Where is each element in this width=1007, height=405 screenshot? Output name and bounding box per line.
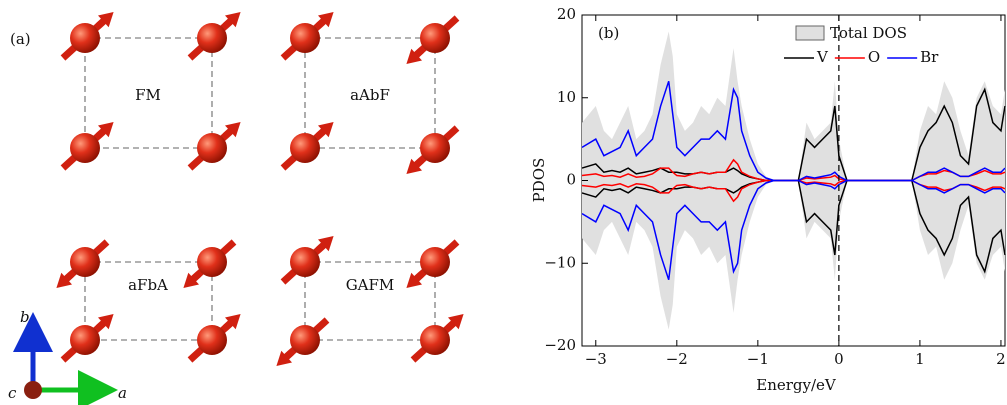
legend-swatch	[795, 25, 825, 41]
legend-label: Total DOS	[830, 24, 907, 42]
spin-site	[187, 122, 241, 171]
spin-site	[60, 12, 114, 61]
dos-line	[581, 179, 1006, 203]
atom	[290, 133, 320, 163]
spin-arrowhead	[225, 314, 241, 330]
x-tick-label: 0	[834, 350, 844, 368]
atom	[290, 23, 320, 53]
dos-area	[582, 180, 1005, 330]
x-tick-label: −3	[585, 350, 607, 368]
spin-arrowhead	[318, 236, 334, 252]
spin-site	[187, 12, 241, 61]
panel-label: (a)	[10, 30, 31, 48]
atom	[197, 325, 227, 355]
y-tick-label: −20	[544, 336, 576, 354]
spin-arrowhead	[406, 48, 422, 64]
atom	[70, 133, 100, 163]
spin-arrowhead	[98, 314, 114, 330]
axis-origin	[24, 381, 42, 399]
x-tick-label: −2	[666, 350, 688, 368]
config-label: aFbA	[128, 276, 168, 294]
atom	[420, 247, 450, 277]
spin-arrowhead	[56, 272, 72, 288]
spin-site	[280, 236, 334, 285]
spin-arrowhead	[448, 314, 464, 330]
atom	[70, 247, 100, 277]
spin-site	[406, 239, 460, 288]
bond-square	[304, 261, 436, 341]
spin-arrowhead	[183, 272, 199, 288]
y-tick-label: −10	[544, 253, 576, 271]
x-tick-label: −1	[747, 350, 769, 368]
atom	[290, 325, 320, 355]
spin-site	[276, 317, 330, 366]
spin-site	[406, 15, 460, 64]
spin-arrowhead	[98, 12, 114, 28]
bond-square	[84, 37, 213, 149]
atom	[197, 133, 227, 163]
atom	[420, 133, 450, 163]
spin-arrowhead	[406, 158, 422, 174]
plot-area	[581, 31, 1006, 330]
panel-b: (b) Energy/eV PDOS −3 −2 −1 0 1 2−20−1001020T…	[530, 5, 1006, 394]
spin-arrowhead	[318, 122, 334, 138]
x-tick-label: 2	[996, 350, 1006, 368]
atom	[70, 23, 100, 53]
bond-square	[84, 261, 213, 341]
spin-arrowhead	[276, 350, 292, 366]
spin-site	[187, 314, 241, 363]
spin-site	[410, 314, 464, 363]
x-tick-label: 1	[915, 350, 925, 368]
atom	[197, 23, 227, 53]
legend-label: O	[868, 48, 880, 66]
spin-arrowhead	[98, 122, 114, 138]
atom	[197, 247, 227, 277]
y-axis-title: PDOS	[530, 158, 548, 203]
spin-arrowhead	[318, 12, 334, 28]
spin-arrowhead	[225, 12, 241, 28]
atom	[290, 247, 320, 277]
atom	[420, 325, 450, 355]
dos-line	[581, 179, 1006, 281]
config-label: FM	[135, 86, 161, 104]
axis-label: b	[20, 308, 30, 326]
atom	[70, 325, 100, 355]
spin-site	[60, 122, 114, 171]
spin-site	[280, 12, 334, 61]
panel-label: (b)	[598, 24, 619, 42]
y-tick-label: 10	[557, 88, 576, 106]
legend-label: V	[816, 48, 829, 66]
spin-site	[183, 239, 237, 288]
spin-site	[60, 314, 114, 363]
x-axis-title: Energy/eV	[756, 376, 837, 394]
dos-line	[581, 158, 1006, 182]
config-label: GAFM	[346, 276, 395, 294]
axis-label: a	[118, 384, 127, 402]
config-label: aAbF	[350, 86, 390, 104]
spin-site	[56, 239, 110, 288]
axis-label: c	[8, 384, 17, 402]
atom	[420, 23, 450, 53]
spin-arrowhead	[225, 122, 241, 138]
panel-a: (a) FM aAbF aFbA GAFM b a c	[8, 12, 464, 405]
y-tick-label: 20	[557, 5, 576, 23]
dos-area	[582, 31, 1005, 181]
spin-arrowhead	[406, 272, 422, 288]
spin-site	[280, 122, 334, 171]
spin-site	[406, 125, 460, 174]
bond-square	[304, 37, 436, 149]
y-tick-label: 0	[566, 171, 576, 189]
legend-label: Br	[920, 48, 939, 66]
dos-line	[581, 80, 1006, 182]
